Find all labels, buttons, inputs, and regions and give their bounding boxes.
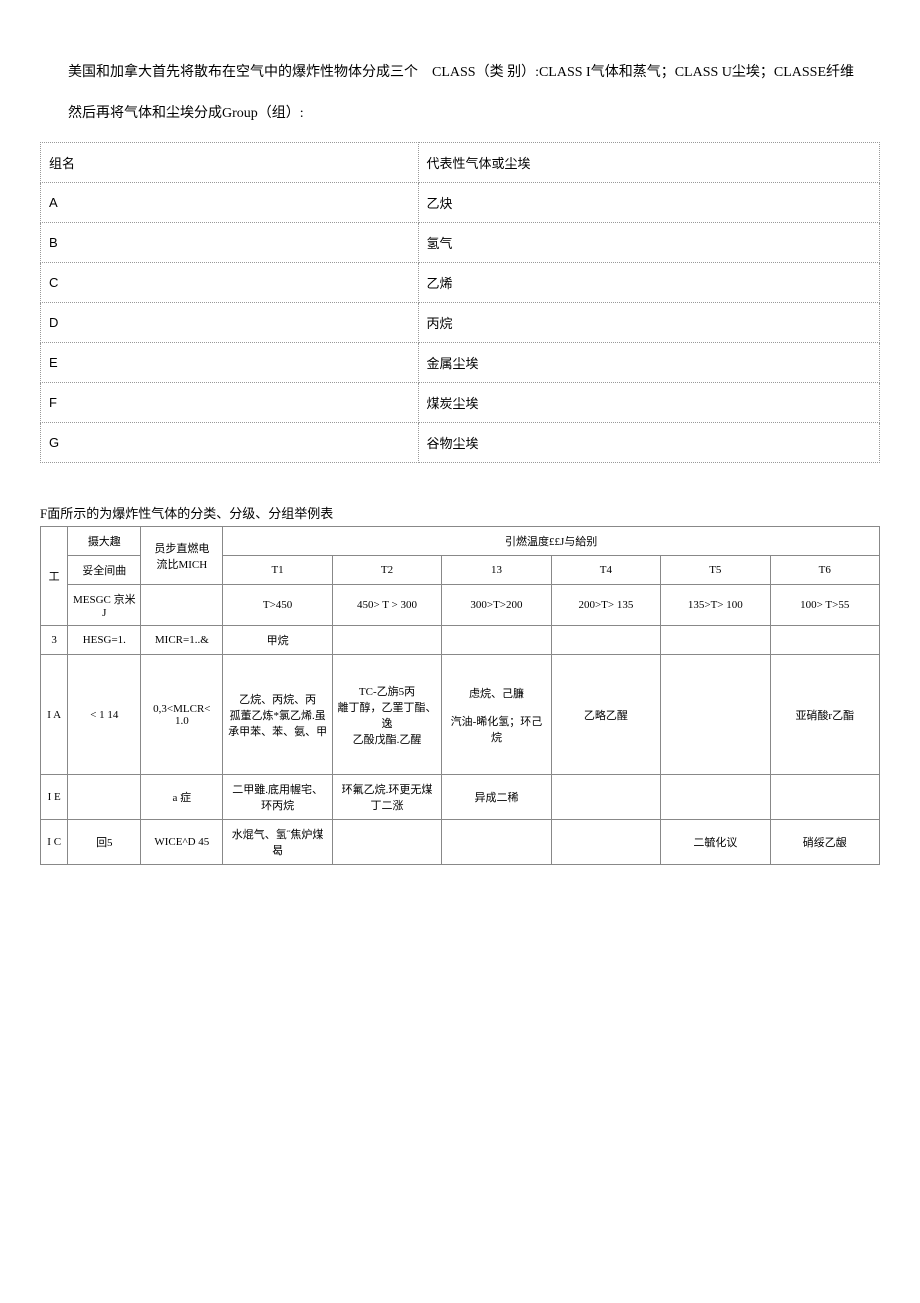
cell: 氢气 <box>418 223 879 263</box>
cell: 二甲雖.底用幄宅、环丙烷 <box>223 775 332 820</box>
cell: 二毓化议 <box>661 820 770 865</box>
cell: 0,3<MLCR< 1.0 <box>141 655 223 775</box>
cell: 回5 <box>68 820 141 865</box>
table-row: MESGC 京米J T>450 450> T > 300 300>T>200 2… <box>41 585 880 626</box>
cell <box>332 820 441 865</box>
table2-caption: F面所示的为爆炸性气体的分类、分级、分组举例表 <box>40 503 880 522</box>
cell: G <box>41 423 419 463</box>
header-mic: 员步直燃电流比MICH <box>141 527 223 585</box>
header-mesg3: MESGC 京米J <box>68 585 141 626</box>
table-row: D丙烷 <box>41 303 880 343</box>
cell: E <box>41 343 419 383</box>
header-t1: T1 <box>223 556 332 585</box>
cell <box>551 775 660 820</box>
cell: 环氟乙烷.环更无煤丁二涨 <box>332 775 441 820</box>
intro-paragraph-2: 然后再将气体和尘埃分成Group（组）: <box>40 101 880 126</box>
cell: 乙烷、丙烷、丙孤董乙炼*氯乙烯.虽承甲苯、苯、氨、甲 <box>223 655 332 775</box>
table-row: B氢气 <box>41 223 880 263</box>
header-mic-empty <box>141 585 223 626</box>
cell: 虑烷、己臁汽油-晞化氢；环己烷 <box>442 655 551 775</box>
cell: 乙炔 <box>418 183 879 223</box>
header-t5r: 135>T> 100 <box>661 585 770 626</box>
header-t3: 13 <box>442 556 551 585</box>
cell <box>661 655 770 775</box>
table-row: A乙炔 <box>41 183 880 223</box>
table-row: F煤炭尘埃 <box>41 383 880 423</box>
header-t2r: 450> T > 300 <box>332 585 441 626</box>
cell: 乙烯 <box>418 263 879 303</box>
cell: TC-乙旃5丙離丁醇，乙罣丁酯、逸乙酘戊酯.乙醒 <box>332 655 441 775</box>
cell: I C <box>41 820 68 865</box>
header-t1r: T>450 <box>223 585 332 626</box>
table-row: E金属尘埃 <box>41 343 880 383</box>
cell <box>551 820 660 865</box>
cell: 谷物尘埃 <box>418 423 879 463</box>
header-gas: 代表性气体或尘埃 <box>418 143 879 183</box>
cell: I A <box>41 655 68 775</box>
header-t6r: 100> T>55 <box>770 585 879 626</box>
header-t3r: 300>T>200 <box>442 585 551 626</box>
header-temp-group: 引燃温度££J与給别 <box>223 527 880 556</box>
table-row: C乙烯 <box>41 263 880 303</box>
header-t2: T2 <box>332 556 441 585</box>
cell <box>442 820 551 865</box>
cell: a 症 <box>141 775 223 820</box>
header-group-name: 组名 <box>41 143 419 183</box>
cell: I E <box>41 775 68 820</box>
cell: WICE^D 45 <box>141 820 223 865</box>
cell: 水焜气、氢˝焦炉煤曷 <box>223 820 332 865</box>
classification-table: 工 摄大趣 员步直燃电流比MICH 引燃温度££J与給别 妥全间曲 T1 T2 … <box>40 526 880 865</box>
cell: HESG=1. <box>68 626 141 655</box>
cell <box>551 626 660 655</box>
cell: 甲烷 <box>223 626 332 655</box>
header-t4r: 200>T> 135 <box>551 585 660 626</box>
cell: MICR=1..& <box>141 626 223 655</box>
cell: F <box>41 383 419 423</box>
header-mesg: 摄大趣 <box>68 527 141 556</box>
intro-paragraph-1: 美国和加拿大首先将散布在空气中的爆炸性物体分成三个 CLASS（类 别）:CLA… <box>40 60 880 85</box>
header-mesg2: 妥全间曲 <box>68 556 141 585</box>
cell <box>770 775 879 820</box>
cell: 硝绥乙龈 <box>770 820 879 865</box>
cell: A <box>41 183 419 223</box>
table-row: I E a 症 二甲雖.底用幄宅、环丙烷 环氟乙烷.环更无煤丁二涨 异成二稀 <box>41 775 880 820</box>
header-t5: T5 <box>661 556 770 585</box>
cell <box>332 626 441 655</box>
table-row: I C 回5 WICE^D 45 水焜气、氢˝焦炉煤曷 二毓化议 硝绥乙龈 <box>41 820 880 865</box>
cell: C <box>41 263 419 303</box>
table-row: 组名 代表性气体或尘埃 <box>41 143 880 183</box>
cell: 乙略乙醒 <box>551 655 660 775</box>
cell: 煤炭尘埃 <box>418 383 879 423</box>
header-gong: 工 <box>41 527 68 626</box>
header-t6: T6 <box>770 556 879 585</box>
cell: D <box>41 303 419 343</box>
cell: 金属尘埃 <box>418 343 879 383</box>
table-row: 3 HESG=1. MICR=1..& 甲烷 <box>41 626 880 655</box>
cell: B <box>41 223 419 263</box>
cell: 亚硝酸r乙酯 <box>770 655 879 775</box>
cell: 3 <box>41 626 68 655</box>
group-table: 组名 代表性气体或尘埃 A乙炔 B氢气 C乙烯 D丙烷 E金属尘埃 F煤炭尘埃 … <box>40 142 880 463</box>
cell <box>661 626 770 655</box>
cell: < 1 14 <box>68 655 141 775</box>
table-row: G谷物尘埃 <box>41 423 880 463</box>
cell: 异成二稀 <box>442 775 551 820</box>
cell <box>770 626 879 655</box>
table-row: I A < 1 14 0,3<MLCR< 1.0 乙烷、丙烷、丙孤董乙炼*氯乙烯… <box>41 655 880 775</box>
cell <box>68 775 141 820</box>
table-row: 工 摄大趣 员步直燃电流比MICH 引燃温度££J与給别 <box>41 527 880 556</box>
cell <box>442 626 551 655</box>
cell: 丙烷 <box>418 303 879 343</box>
cell <box>661 775 770 820</box>
header-t4: T4 <box>551 556 660 585</box>
